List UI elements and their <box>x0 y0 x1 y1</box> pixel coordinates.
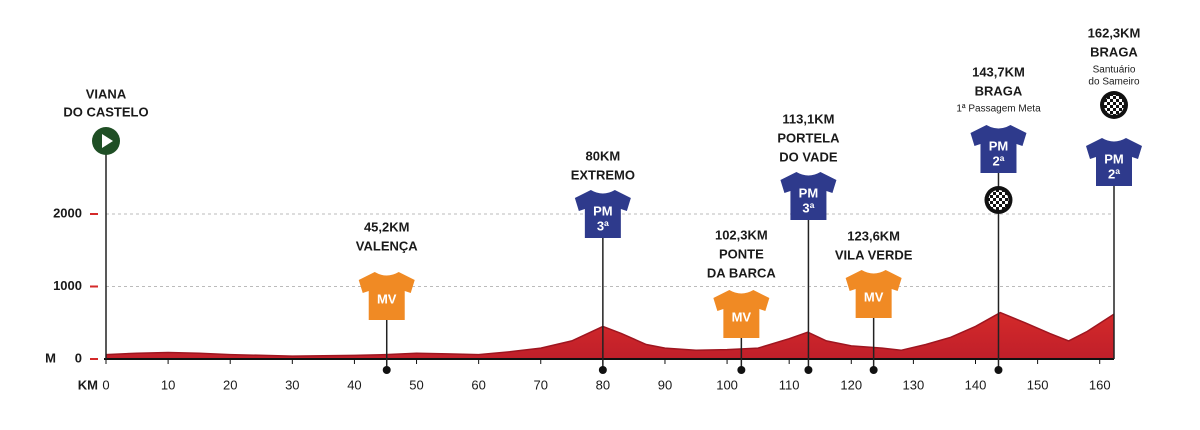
x-tick-label: 80 <box>596 377 610 392</box>
marker-name: VILA VERDE <box>835 247 913 262</box>
marker-note: 1ª Passagem Meta <box>956 104 1041 115</box>
elevation-line <box>105 311 1115 357</box>
x-tick-label: 160 <box>1089 377 1111 392</box>
start-name: VIANA <box>86 86 127 101</box>
jersey-category: 3ª <box>597 218 609 233</box>
marker-km: 45,2KM <box>364 219 410 234</box>
elevation-area <box>106 312 1114 359</box>
y-axis-label: M <box>45 350 56 365</box>
x-tick-label: 60 <box>471 377 485 392</box>
jersey <box>1086 138 1142 186</box>
jersey-label: PM <box>593 203 613 218</box>
y-tick-label: 2000 <box>53 205 82 220</box>
marker-name: PORTELA <box>777 130 840 145</box>
y-tick-label: 0 <box>75 350 82 365</box>
x-tick-label: 0 <box>102 377 109 392</box>
x-tick-label: 10 <box>161 377 175 392</box>
marker-dot <box>598 366 607 374</box>
marker-note: Santuário <box>1093 65 1136 76</box>
marker-km: 162,3KM <box>1088 25 1141 40</box>
marker-name: VALENÇA <box>356 238 418 253</box>
x-tick-label: 140 <box>965 377 987 392</box>
marker-dot <box>869 366 878 374</box>
x-tick-label: 130 <box>903 377 925 392</box>
x-tick-label: 50 <box>409 377 423 392</box>
jersey-label: PM <box>1104 151 1124 166</box>
marker-dot <box>804 366 813 374</box>
jersey <box>780 172 837 220</box>
marker-dot <box>382 366 391 374</box>
x-axis-label: KM <box>78 377 98 392</box>
marker-km: 102,3KM <box>715 227 768 242</box>
marker-km: 113,1KM <box>782 111 834 126</box>
jersey-label: PM <box>799 185 819 200</box>
marker-name: EXTREMO <box>571 167 635 182</box>
x-tick-label: 120 <box>840 377 862 392</box>
x-tick-label: 150 <box>1027 377 1049 392</box>
jersey <box>970 125 1027 173</box>
marker-name: DO VADE <box>779 149 838 164</box>
marker-km: 80KM <box>586 148 621 163</box>
jersey <box>358 272 415 320</box>
jersey <box>713 290 770 338</box>
jersey <box>574 190 631 238</box>
finish-flag-check <box>988 190 1009 210</box>
marker-km: 123,6KM <box>847 228 900 243</box>
marker-km: 143,7KM <box>972 64 1025 79</box>
finish-flag-check <box>1104 95 1124 115</box>
x-tick-label: 70 <box>534 377 548 392</box>
marker-name: BRAGA <box>1090 44 1138 59</box>
x-tick-label: 100 <box>716 377 738 392</box>
jersey-category: 2ª <box>992 153 1004 168</box>
marker-dot <box>994 366 1003 374</box>
jersey-label: MV <box>377 291 397 306</box>
x-tick-label: 20 <box>223 377 237 392</box>
jersey-category: 2ª <box>1108 166 1120 181</box>
jersey <box>845 270 902 318</box>
y-tick-label: 1000 <box>53 278 82 293</box>
jersey-label: MV <box>732 309 752 324</box>
marker-name: DA BARCA <box>707 265 776 280</box>
start-arrow <box>102 134 113 148</box>
x-tick-label: 30 <box>285 377 299 392</box>
jersey-category: 3ª <box>802 200 814 215</box>
marker-dot <box>737 366 746 374</box>
marker-note: do Sameiro <box>1088 77 1140 88</box>
marker-name: PONTE <box>719 246 764 261</box>
x-tick-label: 40 <box>347 377 361 392</box>
jersey-label: MV <box>864 289 884 304</box>
marker-name: BRAGA <box>975 83 1023 98</box>
x-tick-label: 90 <box>658 377 672 392</box>
x-tick-label: 110 <box>779 377 800 392</box>
jersey-label: PM <box>989 138 1009 153</box>
start-name: DO CASTELO <box>63 104 148 119</box>
